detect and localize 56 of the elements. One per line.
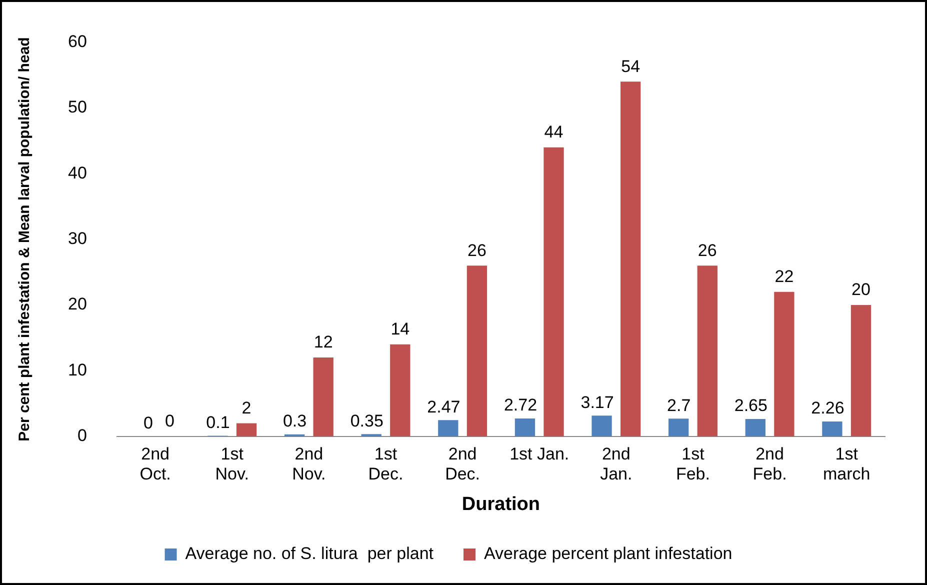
data-label: 2.72 [504,396,538,415]
bar [592,416,612,436]
x-tick-label: 2nd Oct. [140,444,171,484]
legend-label: Average percent plant infestation [484,544,732,564]
x-tick-label: 1st Dec. [368,444,404,484]
bar [697,266,718,436]
bar [236,423,257,436]
data-label: 2 [242,398,252,418]
data-label: 14 [390,320,410,339]
data-label: 44 [544,122,564,142]
bar [514,418,536,436]
x-tick-label: 1st Jan. [510,444,570,464]
data-label: 2.47 [427,397,460,416]
data-label: 26 [467,240,486,260]
bar [745,418,766,436]
legend-label: Average no. of S. litura per plant [185,544,434,564]
data-label: 3.17 [580,392,614,412]
x-tick-label: 1st Feb. [676,444,710,484]
data-label: 2.65 [734,396,768,416]
x-tick-label: 2nd Jan. [600,444,632,484]
bar [466,266,488,436]
data-label: 0 [164,412,174,431]
bar [438,420,458,436]
data-label: 0.3 [282,412,307,431]
data-label: 26 [698,240,717,260]
y-tick-label: 0 [77,426,87,446]
data-label: 22 [774,267,794,286]
bar [850,305,872,436]
data-label: 12 [314,332,333,352]
y-tick-label: 30 [68,228,87,248]
y-tick-label: 20 [68,294,87,314]
data-label: 0.35 [350,411,384,430]
data-label: 0.1 [206,412,230,432]
bar [313,358,334,436]
x-tick-label: 1st march [822,444,870,484]
bar [390,344,410,436]
bar [668,418,689,436]
x-axis-title: Duration [462,494,540,515]
bar [544,147,564,436]
bar [774,292,794,436]
data-label: 20 [852,280,870,300]
x-tick-label: 2nd Nov. [292,444,326,484]
data-label: 0 [144,414,153,433]
y-axis-title: Per cent plant infestation & Mean larval population/ head [16,37,34,442]
x-tick-label: 1st Nov. [215,444,249,484]
y-tick-label: 50 [68,98,87,117]
y-tick-label: 60 [68,32,87,51]
y-tick-label: 10 [68,360,87,380]
data-label: 54 [621,56,640,76]
data-label: 2.7 [667,396,691,415]
x-tick-label: 2nd Dec. [445,444,480,484]
data-label: 2.26 [811,398,844,418]
y-tick-label: 40 [68,163,87,182]
bar [822,422,842,436]
bar [620,82,641,436]
x-tick-label: 2nd Feb. [752,444,787,484]
